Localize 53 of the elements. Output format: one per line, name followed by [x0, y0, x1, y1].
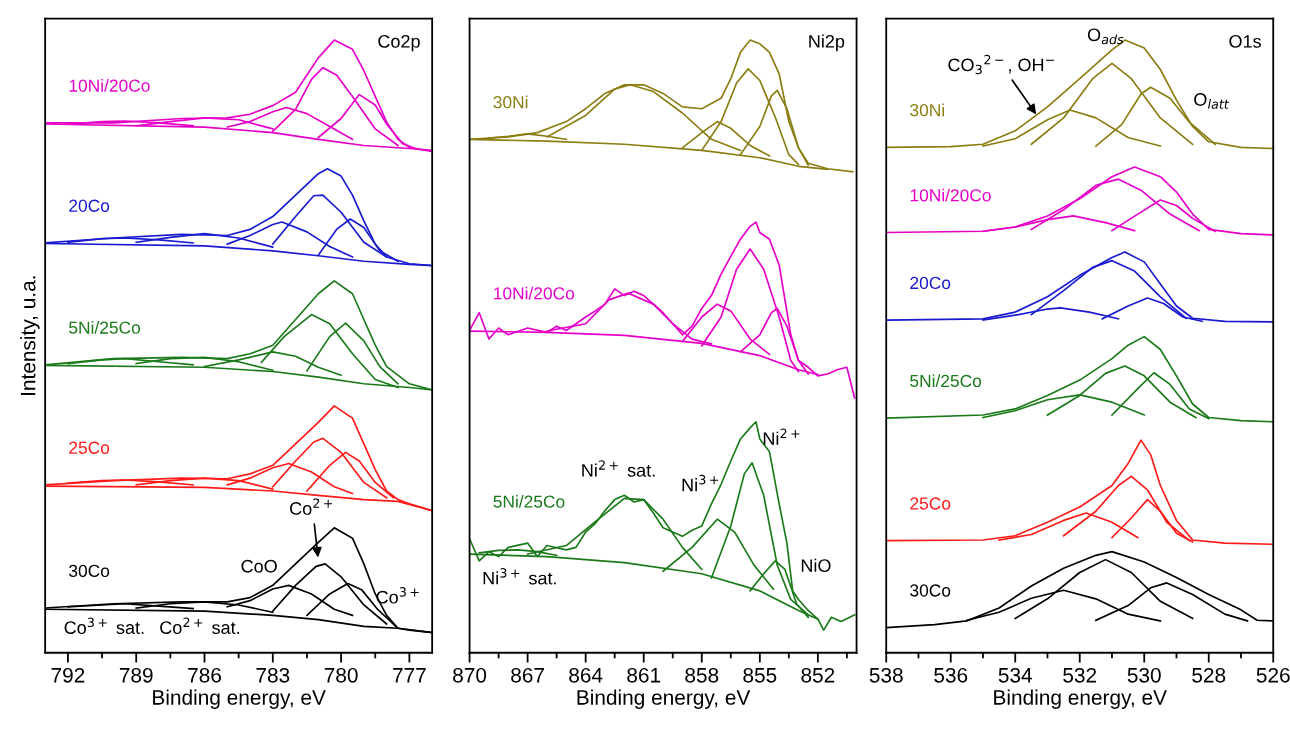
annotation: Ni$^{3+}$ — [682, 474, 719, 492]
x-tick-label: 526 — [1256, 667, 1290, 683]
series-label: 10Ni/20Co — [910, 188, 991, 202]
series-label: 5Ni/25Co — [69, 321, 141, 334]
x-tick-label: 532 — [1063, 667, 1097, 683]
x-tick-label: 792 — [51, 667, 85, 683]
x-tick-label: 867 — [511, 667, 544, 683]
annotation: O$_{ads}$ — [1087, 28, 1124, 45]
series-label: 30Co — [69, 564, 110, 578]
annotation: Co2p — [378, 34, 420, 52]
x-tick-label: 858 — [685, 667, 719, 683]
x-tick-label: 870 — [453, 667, 487, 683]
x-axis-title: Binding energy, eV — [994, 689, 1167, 709]
x-tick-label: 530 — [1127, 667, 1161, 683]
annotation: Co$^{2+}$ — [290, 498, 333, 515]
annotation: O1s — [1229, 34, 1261, 48]
x-tick-label: 786 — [188, 667, 221, 683]
x-tick-label: 534 — [998, 667, 1032, 683]
annotation: O$_{latt}$ — [1194, 93, 1230, 109]
x-tick-label: 780 — [324, 667, 358, 683]
annotation: Ni$^{3+}$ sat. — [483, 568, 556, 585]
x-tick-label: 783 — [256, 667, 290, 683]
series-label: 30Co — [910, 584, 951, 597]
series-label: 20Co — [910, 276, 951, 290]
series-label: 20Co — [69, 199, 110, 212]
annotation: CoO — [241, 559, 277, 573]
annotation: CO$_{3}$$^{2−}$, OH$^{−}$ — [948, 54, 1054, 75]
series-label: 30Ni — [493, 95, 528, 109]
x-axis-title: Binding energy, eV — [577, 689, 751, 709]
annotation: Co$^{3+}$ sat. — [64, 617, 144, 634]
x-tick-label: 528 — [1192, 667, 1226, 683]
x-tick-label: 864 — [569, 667, 603, 683]
annotation: NiO — [801, 558, 831, 572]
x-tick-label: 789 — [119, 667, 153, 683]
series-label: 10Ni/20Co — [494, 286, 575, 300]
x-tick-label: 777 — [393, 668, 426, 683]
y-axis-title: Intensity, u.a. — [20, 276, 40, 395]
x-tick-label: 852 — [801, 667, 835, 683]
annotation: Ni2p — [809, 34, 845, 52]
annotation: Ni$^{2+}$ sat. — [582, 460, 655, 477]
x-tick-label: 538 — [869, 667, 903, 683]
x-tick-label: 861 — [627, 667, 661, 683]
series-label: 25Co — [69, 441, 110, 454]
annotation: Ni$^{2+}$ — [763, 428, 800, 445]
series-label: 10Ni/20Co — [69, 79, 150, 92]
x-tick-label: 536 — [934, 667, 968, 683]
series-label: 5Ni/25Co — [493, 495, 565, 508]
series-label: 30Ni — [910, 103, 944, 117]
series-label: 5Ni/25Co — [910, 374, 982, 388]
annotation: Co$^{2+}$ sat. — [160, 617, 240, 634]
series-label: 25Co — [910, 497, 951, 510]
x-tick-label: 855 — [743, 667, 777, 683]
x-axis-title: Binding energy, eV — [153, 689, 326, 709]
